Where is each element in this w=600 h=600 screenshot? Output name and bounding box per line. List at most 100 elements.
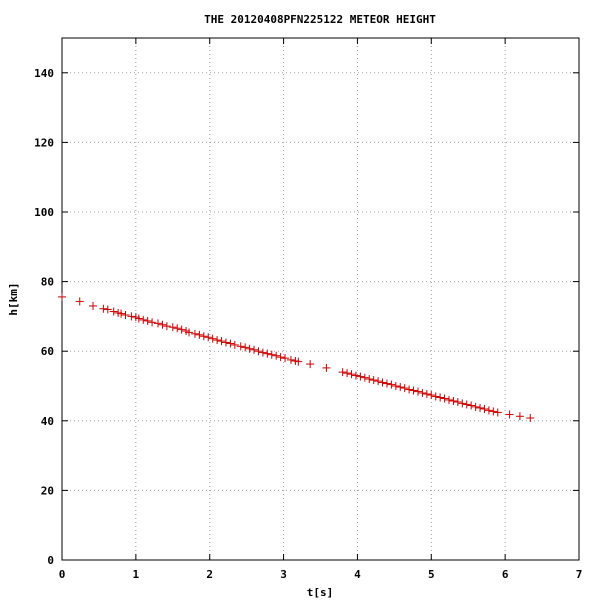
data-point (217, 337, 226, 346)
data-point (480, 404, 489, 413)
chart-title: THE 20120408PFN225122 METEOR HEIGHT (204, 13, 436, 26)
data-point (387, 380, 396, 389)
data-point (431, 392, 440, 401)
data-point (154, 319, 163, 328)
data-point (263, 349, 272, 358)
data-point (89, 301, 98, 310)
plot-frame (61, 37, 580, 561)
data-point (281, 354, 290, 363)
x-tick-label: 4 (354, 568, 361, 581)
data-point (427, 391, 436, 400)
data-point (208, 334, 217, 343)
x-tick-label: 2 (206, 568, 213, 581)
data-point (236, 342, 245, 351)
data-point (515, 412, 524, 421)
data-point (493, 408, 502, 417)
data-point (484, 406, 493, 415)
data-point (396, 383, 405, 392)
data-point (58, 292, 66, 301)
data-point (382, 379, 391, 388)
data-point (276, 353, 285, 362)
data-point (476, 403, 485, 412)
axis-ticks: 0 1 2 3 4 5 6 7 0 20 40 60 80 100 120 140 (34, 38, 582, 581)
y-tick-label: 120 (34, 136, 54, 149)
data-point (226, 339, 235, 348)
data-point (471, 402, 480, 411)
data-point (250, 345, 259, 354)
data-point (99, 304, 108, 313)
data-point (391, 382, 400, 390)
data-point (440, 394, 449, 403)
x-tick-label: 7 (576, 568, 583, 581)
data-point (467, 401, 476, 410)
y-tick-label: 80 (41, 276, 54, 289)
data-point (109, 307, 118, 316)
data-point (453, 398, 462, 407)
data-point (322, 363, 331, 372)
data-point (254, 347, 263, 356)
data-point (75, 297, 84, 306)
data-point (177, 325, 186, 334)
data-point (204, 333, 213, 342)
data-point (245, 344, 254, 353)
y-tick-label: 60 (41, 345, 54, 358)
data-point (374, 377, 383, 386)
x-tick-label: 6 (502, 568, 509, 581)
data-point (405, 385, 414, 394)
data-point (148, 318, 157, 327)
data-point (134, 314, 143, 323)
y-axis-label: h[km] (7, 282, 20, 315)
x-tick-label: 0 (59, 568, 66, 581)
data-point (526, 414, 535, 423)
data-point (286, 355, 295, 364)
x-tick-label: 5 (428, 568, 435, 581)
x-tick-label: 1 (133, 568, 140, 581)
x-axis-label: t[s] (307, 586, 334, 599)
data-point (127, 312, 136, 321)
data-point (462, 400, 471, 409)
data-point (400, 384, 409, 393)
data-point (418, 388, 427, 397)
data-point (347, 370, 356, 379)
grid-lines (62, 38, 579, 560)
data-point (221, 338, 230, 347)
data-point (343, 369, 352, 378)
data-point (230, 340, 239, 349)
data-point (190, 329, 199, 338)
data-point (445, 395, 454, 404)
y-tick-label: 140 (34, 67, 54, 80)
data-point (360, 373, 369, 382)
data-point (199, 332, 208, 341)
data-point (143, 316, 152, 325)
data-point (338, 368, 347, 377)
data-point (241, 343, 250, 352)
data-point (272, 351, 281, 360)
data-point (173, 324, 182, 333)
data-point (369, 376, 378, 385)
data-point (458, 399, 467, 408)
data-point (117, 309, 126, 318)
data-point (185, 328, 194, 337)
x-tick-label: 3 (280, 568, 287, 581)
data-point (121, 311, 130, 320)
data-point (103, 305, 112, 314)
data-point (168, 323, 177, 332)
data-point (413, 387, 422, 396)
y-tick-label: 20 (41, 484, 54, 497)
data-point (449, 396, 458, 405)
data-point (422, 390, 431, 399)
data-point (162, 322, 171, 331)
data-points (58, 292, 535, 423)
data-point (306, 360, 315, 369)
data-point (378, 378, 387, 387)
data-point (195, 330, 204, 339)
data-point (489, 407, 498, 416)
data-point (139, 315, 148, 324)
data-point (356, 372, 365, 381)
y-tick-label: 40 (41, 415, 54, 428)
data-point (258, 348, 267, 357)
data-point (365, 375, 374, 384)
data-point (267, 350, 276, 359)
